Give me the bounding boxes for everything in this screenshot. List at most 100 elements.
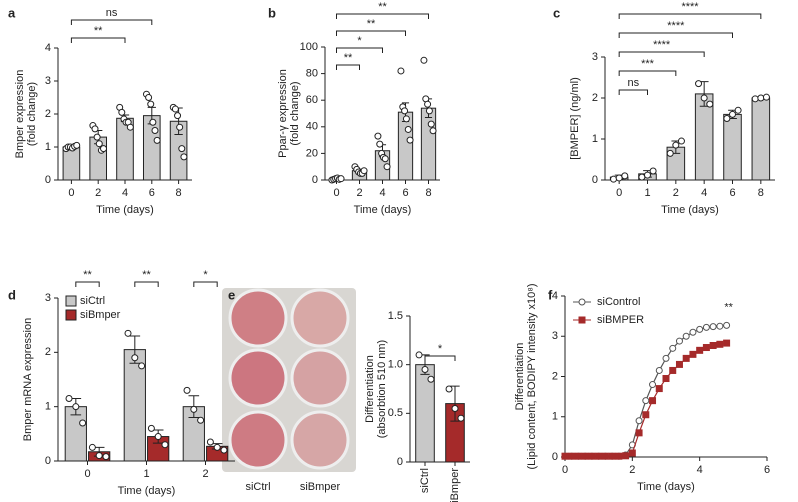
x-tick-label: 2 <box>356 187 362 199</box>
y-tick-label: 2 <box>45 346 51 358</box>
data-point <box>734 106 742 114</box>
y-tick-label: 0 <box>397 456 403 468</box>
data-point <box>102 453 110 461</box>
x-tick-label: 2 <box>629 464 635 476</box>
significance-bracket <box>424 355 456 361</box>
data-point <box>615 452 623 460</box>
data-point <box>635 429 643 437</box>
y-tick-label: 3 <box>45 292 51 304</box>
significance-label: ** <box>83 269 92 281</box>
data-point <box>118 108 126 116</box>
data-point <box>642 411 650 419</box>
x-axis-label: Time (days) <box>637 481 695 493</box>
y-tick-label: 100 <box>300 41 318 53</box>
significance-bracket <box>70 19 153 25</box>
well <box>290 288 350 348</box>
data-point <box>702 323 710 331</box>
panel-label: f <box>548 287 553 302</box>
x-tick-label: 4 <box>697 464 703 476</box>
data-point <box>171 105 179 113</box>
data-point <box>451 404 459 412</box>
significance-label: ** <box>367 18 376 30</box>
panel-label: e <box>228 287 235 302</box>
data-point <box>73 141 81 149</box>
data-point <box>689 350 697 358</box>
data-point <box>174 112 182 120</box>
data-point <box>635 417 643 425</box>
data-point <box>421 366 429 374</box>
x-tick-label: 4 <box>122 187 128 199</box>
y-tick-label: 4 <box>552 290 558 302</box>
legend-label: siCtrl <box>80 295 105 307</box>
data-point <box>183 386 191 394</box>
x-tick-label: 6 <box>764 464 770 476</box>
data-point <box>149 118 157 126</box>
y-axis-label: (absorbtion 510 nm) <box>376 340 388 438</box>
significance-label: **** <box>667 20 685 32</box>
data-point <box>402 115 410 123</box>
data-point <box>689 328 697 336</box>
y-tick-label: 4 <box>45 42 51 54</box>
y-axis-label: Bmper expression <box>14 70 26 159</box>
data-point <box>574 452 582 460</box>
x-axis-label: Time (days) <box>96 204 154 216</box>
well <box>228 410 288 470</box>
data-point <box>709 342 717 350</box>
data-point <box>124 329 132 337</box>
data-point <box>695 80 703 88</box>
significance-label: * <box>357 35 362 47</box>
data-point <box>93 133 101 141</box>
x-tick-label: 8 <box>425 187 431 199</box>
y-axis-label: Bmper mRNA expression <box>22 318 34 442</box>
data-point <box>404 125 412 133</box>
legend-swatch <box>65 309 77 321</box>
data-point <box>397 67 405 75</box>
data-point <box>672 141 680 149</box>
legend-label: siBmper <box>80 309 121 321</box>
x-tick-label: siCtrl <box>419 468 431 493</box>
data-point <box>642 397 650 405</box>
data-point <box>161 441 169 449</box>
y-tick-label: 0 <box>592 174 598 186</box>
bar <box>397 111 414 181</box>
x-tick-label: 1 <box>143 468 149 480</box>
x-tick-label: 6 <box>402 187 408 199</box>
data-point <box>638 173 646 181</box>
x-tick-label: siBmper <box>449 468 461 502</box>
data-point <box>138 362 146 370</box>
data-point <box>131 354 139 362</box>
data-point <box>190 405 198 413</box>
data-point <box>178 145 186 153</box>
significance-bracket <box>618 70 677 76</box>
panel-label: b <box>268 5 276 20</box>
data-point <box>147 100 155 108</box>
x-tick-label: 4 <box>379 187 385 199</box>
x-tick-label: 8 <box>758 187 764 199</box>
significance-bracket <box>618 51 705 57</box>
panel-label: d <box>8 287 16 302</box>
panel-label: c <box>553 5 560 20</box>
x-tick-label: 0 <box>84 468 90 480</box>
data-point <box>696 325 704 333</box>
data-point <box>427 120 435 128</box>
y-tick-label: 3 <box>552 330 558 342</box>
y-tick-label: 0 <box>45 174 51 186</box>
data-point <box>655 385 663 393</box>
data-point <box>588 452 596 460</box>
data-point <box>561 452 569 460</box>
x-tick-label: 2 <box>673 187 679 199</box>
significance-label: *** <box>641 58 655 70</box>
y-tick-label: 1 <box>45 401 51 413</box>
data-point <box>197 416 205 424</box>
data-point <box>581 452 589 460</box>
data-point <box>376 140 384 148</box>
y-tick-label: 0.5 <box>388 407 403 419</box>
y-tick-label: 0 <box>312 174 318 186</box>
bar <box>751 97 771 181</box>
data-point <box>757 94 765 102</box>
data-point <box>662 354 670 362</box>
y-axis-label: Differentiation <box>514 343 526 411</box>
x-tick-label: 0 <box>68 187 74 199</box>
significance-label: ** <box>724 301 733 313</box>
